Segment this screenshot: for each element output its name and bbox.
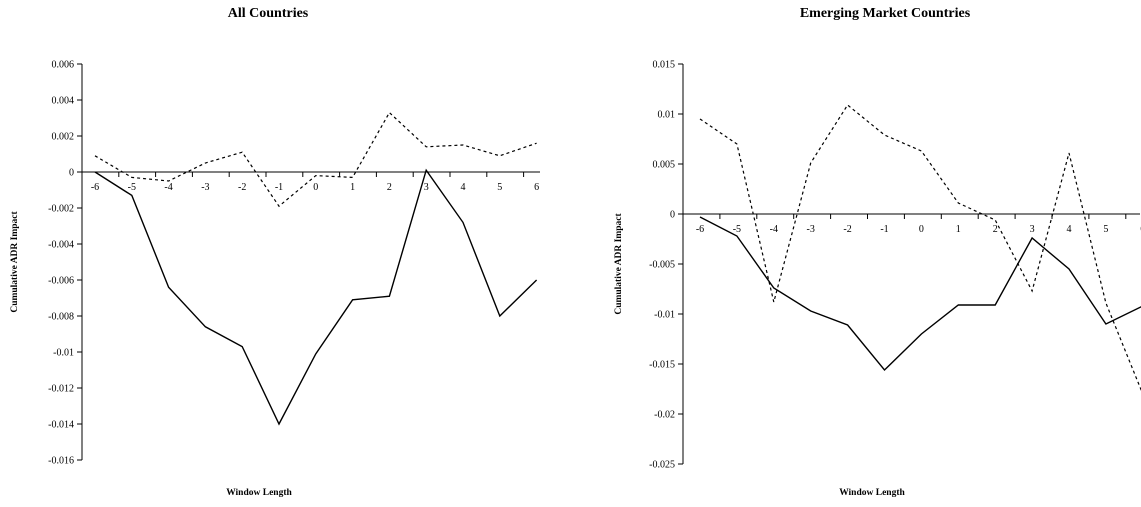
x-tick-label: 5 xyxy=(1103,224,1108,235)
chart-title: All Countries xyxy=(228,6,309,21)
x-tick-label: -1 xyxy=(275,182,283,193)
x-tick-label: 4 xyxy=(461,182,466,193)
x-tick-label: -6 xyxy=(91,182,99,193)
y-tick-label: -0.012 xyxy=(48,384,74,395)
x-tick-label: 1 xyxy=(956,224,961,235)
x-axis-title: Window Length xyxy=(226,488,292,498)
x-tick-label: -2 xyxy=(238,182,246,193)
x-tick-label: -2 xyxy=(843,224,851,235)
solid-series-line xyxy=(699,216,1141,372)
y-tick-label: -0.008 xyxy=(48,312,74,323)
y-tick-label: -0.01 xyxy=(53,348,74,359)
x-tick-label: -3 xyxy=(807,224,815,235)
y-tick-label: -0.01 xyxy=(654,310,675,321)
y-tick-label: -0.016 xyxy=(48,456,74,467)
y-tick-label: -0.004 xyxy=(48,240,74,251)
y-axis-title: Cumulative ADR Impact xyxy=(10,211,20,313)
x-tick-label: 6 xyxy=(534,182,539,193)
y-tick-label: 0.005 xyxy=(653,160,676,171)
y-tick-label: 0.006 xyxy=(52,60,75,71)
chart-title: Emerging Market Countries xyxy=(800,6,971,21)
x-tick-label: 2 xyxy=(387,182,392,193)
x-tick-label: 4 xyxy=(1067,224,1072,235)
x-tick-label: 2 xyxy=(993,224,998,235)
y-tick-label: 0 xyxy=(69,168,74,179)
y-tick-label: 0.004 xyxy=(52,96,75,107)
dashed-series-line xyxy=(94,111,537,208)
y-tick-label: -0.006 xyxy=(48,276,74,287)
solid-series-line xyxy=(94,168,538,426)
x-tick-label: -5 xyxy=(128,182,136,193)
chart-2: Emerging Market Countries 0.015 0.01 0.005 0… xyxy=(614,6,1141,498)
x-tick-label: -1 xyxy=(880,224,888,235)
x-tick-label: 5 xyxy=(497,182,502,193)
x-tick-label: -4 xyxy=(770,224,778,235)
y-tick-label: 0.002 xyxy=(52,132,75,143)
y-tick-label: -0.015 xyxy=(649,360,675,371)
x-tick-label: -6 xyxy=(696,224,704,235)
y-tick-label: -0.014 xyxy=(48,420,74,431)
chart-1: All Countries 0.006 0.004 0.002 0 -0.002 -0.00… xyxy=(10,6,540,498)
x-tick-label: 3 xyxy=(1030,224,1035,235)
x-tick-label: -4 xyxy=(164,182,172,193)
y-tick-label: -0.005 xyxy=(649,260,675,271)
y-axis-title: Cumulative ADR Impact xyxy=(614,213,624,315)
y-tick-label: -0.025 xyxy=(649,460,675,471)
x-tick-label: 3 xyxy=(424,182,429,193)
x-axis-title: Window Length xyxy=(839,488,905,498)
y-tick-label: -0.02 xyxy=(654,410,675,421)
y-tick-label: 0 xyxy=(670,210,675,221)
x-tick-label: -3 xyxy=(201,182,209,193)
x-tick-label: 1 xyxy=(350,182,355,193)
x-tick-label: 0 xyxy=(313,182,318,193)
y-tick-label: -0.002 xyxy=(48,204,74,215)
y-tick-label: 0.015 xyxy=(653,60,676,71)
y-tick-label: 0.01 xyxy=(658,110,676,121)
x-tick-label: -5 xyxy=(733,224,741,235)
x-tick-label: 0 xyxy=(919,224,924,235)
dashed-series-line xyxy=(699,104,1141,392)
